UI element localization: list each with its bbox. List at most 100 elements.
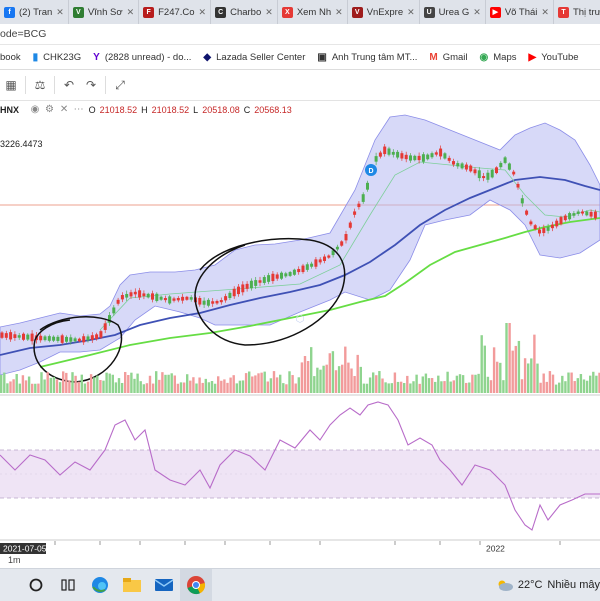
browser-tab[interactable]: C Charbo ✕	[211, 0, 278, 24]
browser-tab[interactable]: V VnExpre ✕	[348, 0, 420, 24]
tab-close-icon[interactable]: ✕	[56, 6, 64, 17]
volume-bar	[334, 370, 338, 393]
tab-close-icon[interactable]: ✕	[265, 6, 273, 17]
candle-body	[26, 334, 30, 340]
gmail-icon: M	[429, 51, 438, 63]
volume-bar	[347, 362, 350, 393]
volume-bar	[192, 377, 195, 393]
bookmark-item[interactable]: ◆ Lazada Seller Center	[203, 52, 305, 63]
browser-tab[interactable]: X Xem Nh ✕	[278, 0, 348, 24]
chrome-icon[interactable]	[180, 569, 212, 601]
file-explorer-icon[interactable]	[116, 569, 148, 601]
candle-body	[464, 164, 468, 170]
candle-body	[413, 155, 417, 161]
candle-body	[129, 292, 133, 297]
timeframe-button[interactable]: 1m	[8, 555, 21, 565]
task-view-icon[interactable]	[52, 569, 84, 601]
tab-close-icon[interactable]: ✕	[541, 6, 549, 17]
candle-body	[219, 300, 223, 303]
fullscreen-icon[interactable]: ⤢	[115, 77, 125, 92]
browser-tab-strip: f (2) Tran ✕ V Vĩnh Sơ ✕ F F247.Co ✕ C Charbo ✕ X Xem…	[0, 0, 600, 24]
candle-body	[301, 265, 305, 273]
lazada-icon: ◆	[203, 51, 212, 63]
tab-close-icon[interactable]: ✕	[407, 6, 415, 17]
candle-body	[120, 295, 124, 300]
volume-bar	[71, 372, 74, 393]
candle-body	[327, 255, 331, 258]
volume-bar	[241, 380, 245, 393]
bookmark-item[interactable]: ◉ Maps	[480, 52, 517, 63]
browser-tab[interactable]: U Urea G ✕	[420, 0, 486, 24]
tab-close-icon[interactable]: ✕	[335, 6, 343, 17]
bookmark-item[interactable]: ▭book	[0, 52, 21, 63]
toolbar-divider	[105, 76, 106, 94]
chart-area[interactable]: D 2021-07-05 2022 ⬡	[0, 101, 600, 568]
candle-body	[559, 217, 563, 225]
settings-icon[interactable]: ⚙	[45, 104, 55, 115]
bookmark-item[interactable]: M Gmail	[429, 52, 467, 63]
bookmark-label: Gmail	[442, 51, 468, 63]
high-label: H	[141, 104, 148, 115]
browser-tab[interactable]: F F247.Co ✕	[139, 0, 212, 24]
volume-bar	[356, 354, 359, 393]
search-icon[interactable]	[20, 569, 52, 601]
candle-body	[82, 336, 86, 343]
candle-body	[542, 227, 546, 234]
weather-widget[interactable]: 22°C Nhiều mây	[496, 569, 600, 601]
browser-tab[interactable]: f (2) Tran ✕	[0, 0, 69, 24]
bookmark-item[interactable]: ▶ YouTube	[529, 52, 579, 63]
tab-close-icon[interactable]: ✕	[126, 6, 135, 17]
volume-bar	[6, 383, 9, 393]
volume-bar	[548, 371, 552, 393]
x-axis-year-label: 2022	[486, 544, 505, 554]
volume-bar	[49, 377, 52, 393]
volume-bar	[440, 381, 443, 393]
volume-bar	[244, 373, 248, 393]
volume-bar	[24, 380, 28, 393]
volume-bar	[96, 375, 99, 393]
volume-bar	[179, 382, 183, 393]
volume-bar	[325, 364, 328, 393]
volume-bar	[158, 379, 161, 393]
tab-favicon-icon: V	[72, 6, 84, 18]
volume-bar	[396, 381, 400, 393]
volume-bar	[313, 376, 316, 393]
browser-tab[interactable]: V Vĩnh Sơ ✕	[69, 0, 140, 24]
volume-bar	[133, 378, 136, 393]
bookmark-item[interactable]: Y (2828 unread) - do...	[93, 52, 191, 63]
chart-type-icon[interactable]: ▦	[5, 78, 17, 92]
undo-icon[interactable]: ↶	[63, 78, 75, 92]
tab-close-icon[interactable]: ✕	[198, 6, 207, 17]
close-icon[interactable]: ✕	[59, 104, 69, 115]
event-marker-label: D	[368, 168, 373, 175]
candle-body	[258, 280, 262, 283]
volume-bar	[449, 381, 452, 393]
candle-body	[335, 246, 339, 250]
mail-icon[interactable]	[148, 569, 180, 601]
volume-bar	[558, 382, 561, 393]
candle-body	[142, 293, 146, 297]
more-icon[interactable]: ⋯	[73, 104, 84, 115]
candle-body	[232, 288, 236, 297]
price-chart[interactable]: D 2021-07-05 2022 ⬡	[0, 101, 600, 568]
candle-body	[495, 167, 498, 174]
candle-body	[267, 275, 271, 282]
candle-body	[224, 296, 228, 301]
candle-body	[576, 211, 580, 214]
candle-body	[314, 259, 318, 267]
address-bar[interactable]: ode=BCG	[0, 24, 600, 45]
browser-tab[interactable]: ▶ Võ Thái ✕	[486, 0, 554, 24]
tab-favicon-icon: T	[557, 6, 569, 18]
address-text[interactable]: ode=BCG	[0, 28, 47, 40]
candle-body	[387, 148, 391, 155]
volume-bars	[0, 323, 600, 393]
candle-body	[206, 299, 210, 306]
bookmark-item[interactable]: ▣ Anh Trung tâm MT...	[317, 52, 417, 63]
compare-icon[interactable]: ⚖	[34, 78, 46, 92]
eye-icon[interactable]: ◉	[30, 104, 40, 115]
redo-icon[interactable]: ↷	[85, 78, 97, 92]
edge-icon[interactable]	[84, 569, 116, 601]
bookmark-item[interactable]: ▮ CHK23G	[33, 52, 82, 63]
tab-close-icon[interactable]: ✕	[473, 6, 481, 17]
